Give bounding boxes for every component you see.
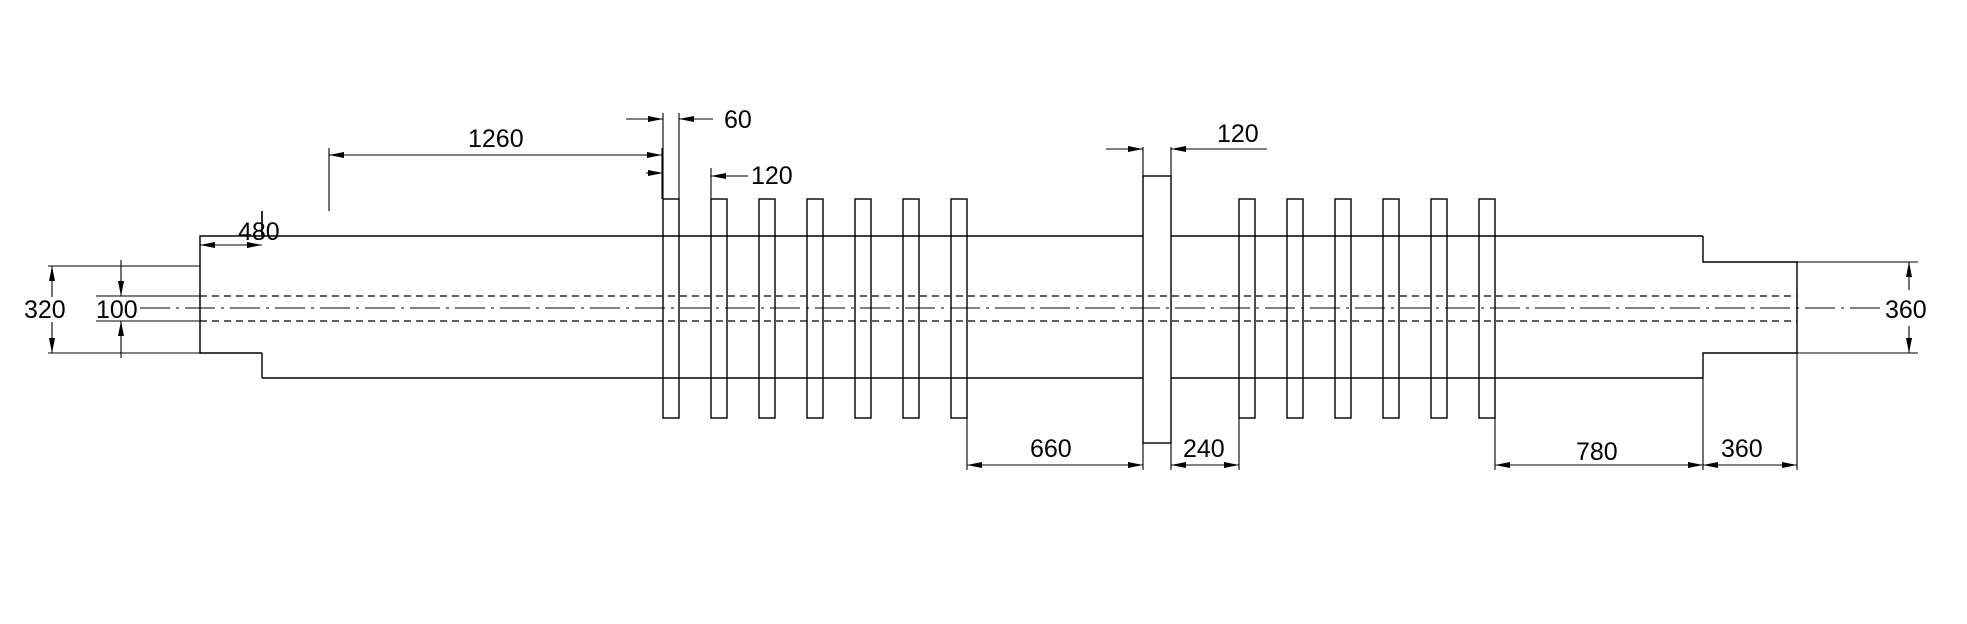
right-step-outline [1702, 236, 1798, 378]
dim-480: 480 [199, 218, 280, 353]
dim-120-fin-label: 120 [751, 162, 793, 190]
shaft-outline [199, 211, 1798, 379]
dim-100: 100 [96, 260, 200, 358]
left-journal-outline [199, 235, 262, 354]
center-disc [1142, 175, 1172, 444]
dim-660-label: 660 [1030, 435, 1072, 463]
dim-660: 660 [966, 418, 1144, 470]
dim-100-label: 100 [96, 296, 138, 324]
dim-780: 780 [1494, 378, 1704, 470]
dim-240: 240 [1170, 418, 1240, 470]
dim-480-label: 480 [238, 218, 280, 246]
dim-120-disc: 120 [1106, 120, 1267, 176]
dim-360-diameter: 360 [1797, 261, 1927, 354]
dim-320: 320 [24, 265, 200, 354]
dim-1260-label: 1260 [468, 125, 524, 153]
dim-60: 60 [626, 106, 752, 199]
dim-240-label: 240 [1183, 435, 1225, 463]
dim-1260: 1260 [328, 125, 663, 211]
dim-360-diameter-label: 360 [1885, 296, 1927, 324]
dim-780-label: 780 [1576, 438, 1618, 466]
dim-60-label: 60 [724, 106, 752, 134]
dim-120-disc-label: 120 [1217, 120, 1259, 148]
dim-120-fin: 120 [710, 162, 793, 199]
dim-360-length: 360 [1703, 353, 1798, 470]
dim-320-label: 320 [24, 296, 66, 324]
dim-360-length-label: 360 [1721, 435, 1763, 463]
